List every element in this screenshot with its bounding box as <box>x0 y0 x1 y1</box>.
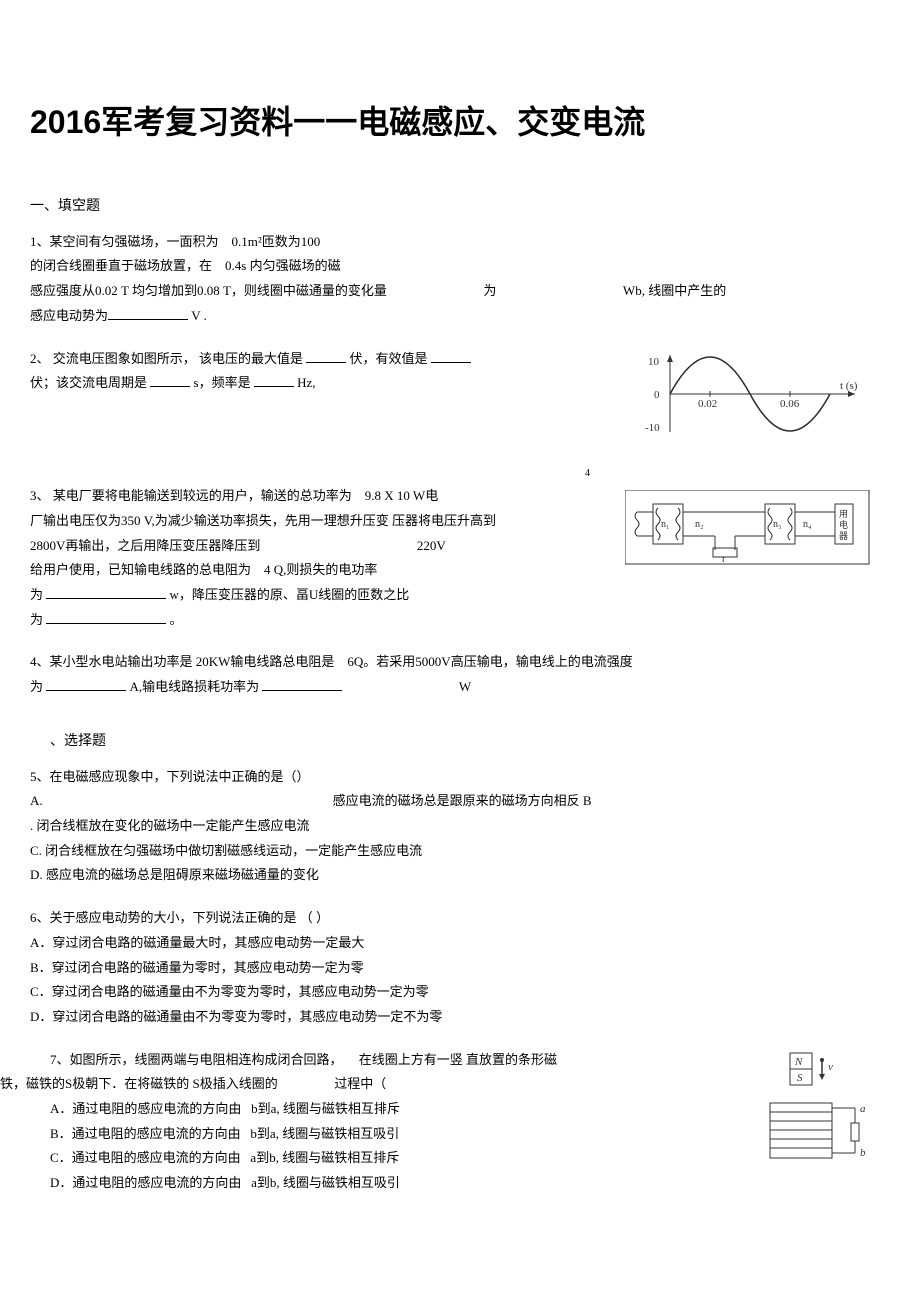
svg-text:n₃: n₃ <box>773 519 782 530</box>
q3-l6a: 为 <box>30 612 43 627</box>
blank <box>262 677 342 691</box>
question-5: 5、在电磁感应现象中，下列说法中正确的是（） A. 感应电流的磁场总是跟原来的磁场… <box>30 765 870 888</box>
q6-C: C．穿过闭合电路的磁通量由不为零变为零时，其感应电动势一定为零 <box>30 980 870 1005</box>
blank <box>46 585 166 599</box>
question-7: N S v a b 7、如图所示，线圈两端与电阻相连构成闭合回路， 在线圈上方有… <box>30 1048 870 1196</box>
q7-l2b: 过程中（ <box>334 1076 386 1091</box>
q7-A1: A．通过电阻的感应电流的方向由 <box>50 1101 241 1116</box>
q3-l3b: 220V <box>417 538 446 553</box>
svg-text:a: a <box>860 1103 866 1115</box>
y-max-label: 10 <box>648 356 660 368</box>
svg-text:用: 用 <box>839 509 848 519</box>
q3-l2: 厂输出电压仅为350 V,为减少输送功率损失，先用一理想升压变 压器将电压升高到 <box>30 513 496 528</box>
q6-B: B．穿过闭合电路的磁通量为零时，其感应电动势一定为零 <box>30 956 870 981</box>
y-zero-label: 0 <box>654 389 660 401</box>
q7-C2: a到b, 线圈与磁铁相互排斥 <box>250 1150 399 1165</box>
x-axis-label: t (s) <box>840 380 858 392</box>
svg-text:N: N <box>794 1056 803 1068</box>
blank <box>431 349 471 363</box>
q2-l2b: s，频率是 <box>194 375 251 390</box>
q1-l3c: Wb, 线圈中产生的 <box>623 283 726 298</box>
q5-A: 感应电流的磁场总是跟原来的磁场方向相反 B <box>333 793 592 808</box>
q1-l2b: 0.4s 内匀强磁场的磁 <box>225 258 341 273</box>
question-6: 6、关于感应电动势的大小，下列说法正确的是 （ ） A．穿过闭合电路的磁通量最大… <box>30 906 870 1029</box>
q3-l6b: 。 <box>170 612 183 627</box>
q7-D1: D．通过电阻的感应电流的方向由 <box>50 1175 241 1190</box>
q1-l3a: 感应强度从0.02 T 均匀增加到0.08 T，则线圈中磁通量的变化量 <box>30 283 387 298</box>
q7-B2: b到a, 线圈与磁铁相互吸引 <box>250 1126 399 1141</box>
blank <box>306 349 346 363</box>
q7-B1: B．通过电阻的感应电流的方向由 <box>50 1126 241 1141</box>
question-1: 1、某空间有匀强磁场，一面积为 0.1m²匝数为100 的闭合线圈垂直于磁场放置… <box>30 230 870 329</box>
svg-text:v: v <box>828 1061 833 1073</box>
q3-l4a: 给用户使用，已知输电线路的总电阻为 <box>30 562 251 577</box>
x1-label: 0.02 <box>698 398 717 410</box>
q3-l3a: 2800V再输出，之后用降压变压器降压到 <box>30 538 260 553</box>
section-fill: 一、填空题 <box>30 195 870 215</box>
question-3: n₁ r n₂ n₃ n₄ 用 电 器 4 3、 某电厂要将电能输送到较远的用户… <box>30 460 870 633</box>
q2-l2c: Hz, <box>297 375 315 390</box>
svg-text:n₁: n₁ <box>661 519 670 530</box>
q5-B: . 闭合线框放在变化的磁场中一定能产生感应电流 <box>30 814 870 839</box>
question-4: 4、某小型水电站输出功率是 20KW输电线路总电阻是 6Q。若采用5000V高压… <box>30 650 870 699</box>
x2-label: 0.06 <box>780 398 800 410</box>
question-2: 10 0 -10 0.02 0.06 t (s) 2、 交流电压图象如图所示， … <box>30 347 870 442</box>
svg-text:S: S <box>797 1072 803 1084</box>
q2-chart: 10 0 -10 0.02 0.06 t (s) <box>640 347 870 442</box>
svg-text:b: b <box>860 1147 866 1159</box>
q3-l4b: 4 Q,则损失的电功率 <box>264 562 377 577</box>
q2-l2a: 伏；该交流电周期是 <box>30 375 147 390</box>
q3-l5a: 为 <box>30 587 43 602</box>
q3-l1a: 3、 某电厂要将电能输送到较远的用户，输送的总功率为 <box>30 488 352 503</box>
q2-l1a: 2、 交流电压图象如图所示， 该电压的最大值是 <box>30 351 303 366</box>
blank <box>46 677 126 691</box>
q4-l1b: 6Q。若采用5000V高压输电，输电线上的电流强度 <box>347 654 632 669</box>
q7-C1: C．通过电阻的感应电流的方向由 <box>50 1150 241 1165</box>
section-choice: 、选择题 <box>30 730 870 750</box>
q5-D: D. 感应电流的磁场总是阻碍原来磁场磁通量的变化 <box>30 863 870 888</box>
q4-l2a: 为 <box>30 679 43 694</box>
q3-sup: 4 <box>585 468 590 479</box>
q7-diagram: N S v a b <box>740 1048 870 1178</box>
q1-l1a: 1、某空间有匀强磁场，一面积为 <box>30 234 219 249</box>
svg-text:器: 器 <box>839 531 848 541</box>
q6-stem: 6、关于感应电动势的大小，下列说法正确的是 （ ） <box>30 906 870 931</box>
q6-A: A．穿过闭合电路的磁通量最大时，其感应电动势一定最大 <box>30 931 870 956</box>
blank <box>254 373 294 387</box>
q1-l4b: V . <box>191 308 207 323</box>
y-min-label: -10 <box>645 422 660 434</box>
q7-l2a: 铁，磁铁的S极朝下．在将磁铁的 S极插入线圈的 <box>0 1076 278 1091</box>
q3-diagram: n₁ r n₂ n₃ n₄ 用 电 器 <box>625 490 870 565</box>
q5-C: C. 闭合线框放在匀强磁场中做切割磁感线运动，一定能产生感应电流 <box>30 839 870 864</box>
blank <box>150 373 190 387</box>
q5-A-pre: A. <box>30 793 43 808</box>
q1-l1b: 0.1m²匝数为100 <box>232 234 321 249</box>
q4-l2b: A,输电线路损耗功率为 <box>130 679 260 694</box>
svg-text:r: r <box>722 554 726 565</box>
page-title: 2016军考复习资料一一电磁感应、交变电流 <box>30 100 870 145</box>
q7-l1a: 7、如图所示，线圈两端与电阻相连构成闭合回路， <box>50 1052 343 1067</box>
q3-l5b: w，降压变压器的原、畐U线圈的匝数之比 <box>170 587 410 602</box>
blank <box>46 610 166 624</box>
q1-l2a: 的闭合线圈垂直于磁场放置，在 <box>30 258 212 273</box>
q5-stem: 5、在电磁感应现象中，下列说法中正确的是（） <box>30 765 870 790</box>
q2-l1b: 伏，有效值是 <box>350 351 428 366</box>
svg-text:n₂: n₂ <box>695 519 704 530</box>
q7-l1b: 在线圈上方有一竖 直放置的条形磁 <box>359 1052 557 1067</box>
q1-l4: 感应电动势为 <box>30 308 108 323</box>
q7-A2: b到a, 线圈与磁铁相互排斥 <box>251 1101 400 1116</box>
q1-l3b: 为 <box>483 283 496 298</box>
q7-D2: a到b, 线圈与磁铁相互吸引 <box>251 1175 400 1190</box>
svg-text:电: 电 <box>839 519 848 530</box>
q4-l2c: W <box>459 679 471 694</box>
blank <box>108 306 188 320</box>
q4-l1a: 4、某小型水电站输出功率是 20KW输电线路总电阻是 <box>30 654 334 669</box>
q3-l1b: 9.8 X 10 W电 <box>365 488 438 503</box>
q6-D: D．穿过闭合电路的磁通量由不为零变为零时，其感应电动势一定不为零 <box>30 1005 870 1030</box>
svg-text:n₄: n₄ <box>803 519 812 530</box>
